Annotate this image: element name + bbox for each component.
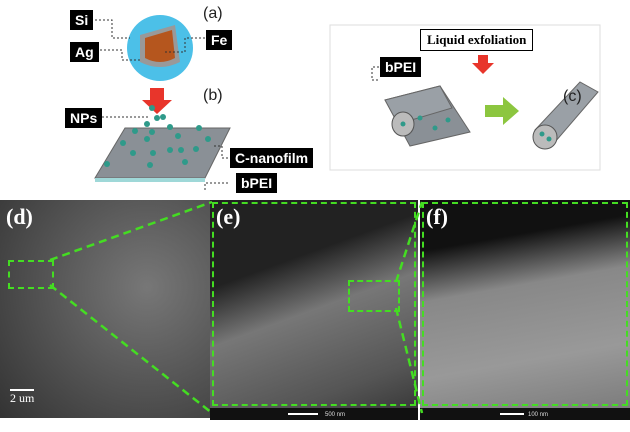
scale-bar-f: 100 nm (528, 412, 549, 418)
panel-b-tag: (b) (203, 87, 223, 104)
sem-image-e: (e) 500 nm (210, 200, 418, 420)
zoom-frame-e (212, 202, 416, 406)
red-arrow-down-c (472, 55, 494, 74)
label-ag: Ag (70, 42, 99, 62)
panel-f-tag: (f) (426, 204, 448, 229)
scale-bar-d: 2 um (10, 389, 35, 405)
scale-bar-e: 500 nm (325, 412, 346, 418)
label-bpei-c: bPEI (380, 57, 422, 77)
green-arrow-right (485, 97, 519, 125)
schematic (94, 15, 601, 190)
panel-e-tag: (e) (216, 204, 241, 229)
panel-c-tag: (c) (563, 88, 582, 105)
zoom-box-e (348, 280, 400, 312)
label-fe: Fe (206, 30, 233, 50)
zoom-frame-f (422, 202, 628, 406)
nanoparticles (104, 105, 211, 168)
panel-a-tag: (a) (203, 5, 223, 22)
sem-image-d: (d) 2 um (0, 200, 210, 418)
red-arrow-down (142, 88, 172, 114)
panel-d-tag: (d) (6, 204, 33, 229)
sem-image-f: (f) 100 nm (420, 200, 630, 420)
label-si: Si (70, 10, 94, 30)
zoom-connector-lines (49, 200, 424, 414)
c-nanofilm (94, 127, 231, 179)
zoom-box-d (8, 260, 54, 289)
label-nps: NPs (65, 108, 103, 128)
label-c-nanofilm: C-nanofilm (230, 148, 314, 168)
liquid-exfoliation-label: Liquid exfoliation (420, 29, 534, 51)
label-bpei-b: bPEI (236, 173, 278, 193)
